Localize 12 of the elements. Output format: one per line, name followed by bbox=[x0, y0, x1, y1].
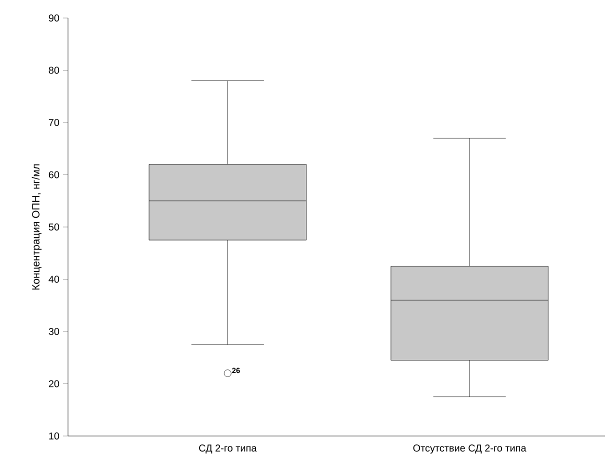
x-tick-label: СД 2-го типа bbox=[199, 444, 257, 454]
y-tick-label: 60 bbox=[48, 171, 60, 178]
y-tick-label: 80 bbox=[48, 66, 60, 74]
y-tick-label: 90 bbox=[48, 14, 60, 22]
y-tick-label: 20 bbox=[48, 380, 60, 388]
y-tick-label: 10 bbox=[49, 432, 60, 440]
y-tick-label: 50 bbox=[48, 223, 60, 231]
y-tick-label: 70 bbox=[48, 118, 60, 126]
y-tick-label: 40 bbox=[48, 276, 60, 283]
x-tick-label: Отсутствие СД 2-го типа bbox=[413, 444, 526, 454]
y-tick-label: 30 bbox=[48, 328, 60, 336]
y-axis-title: Концентрация ОПН, нг/мл bbox=[32, 164, 42, 290]
